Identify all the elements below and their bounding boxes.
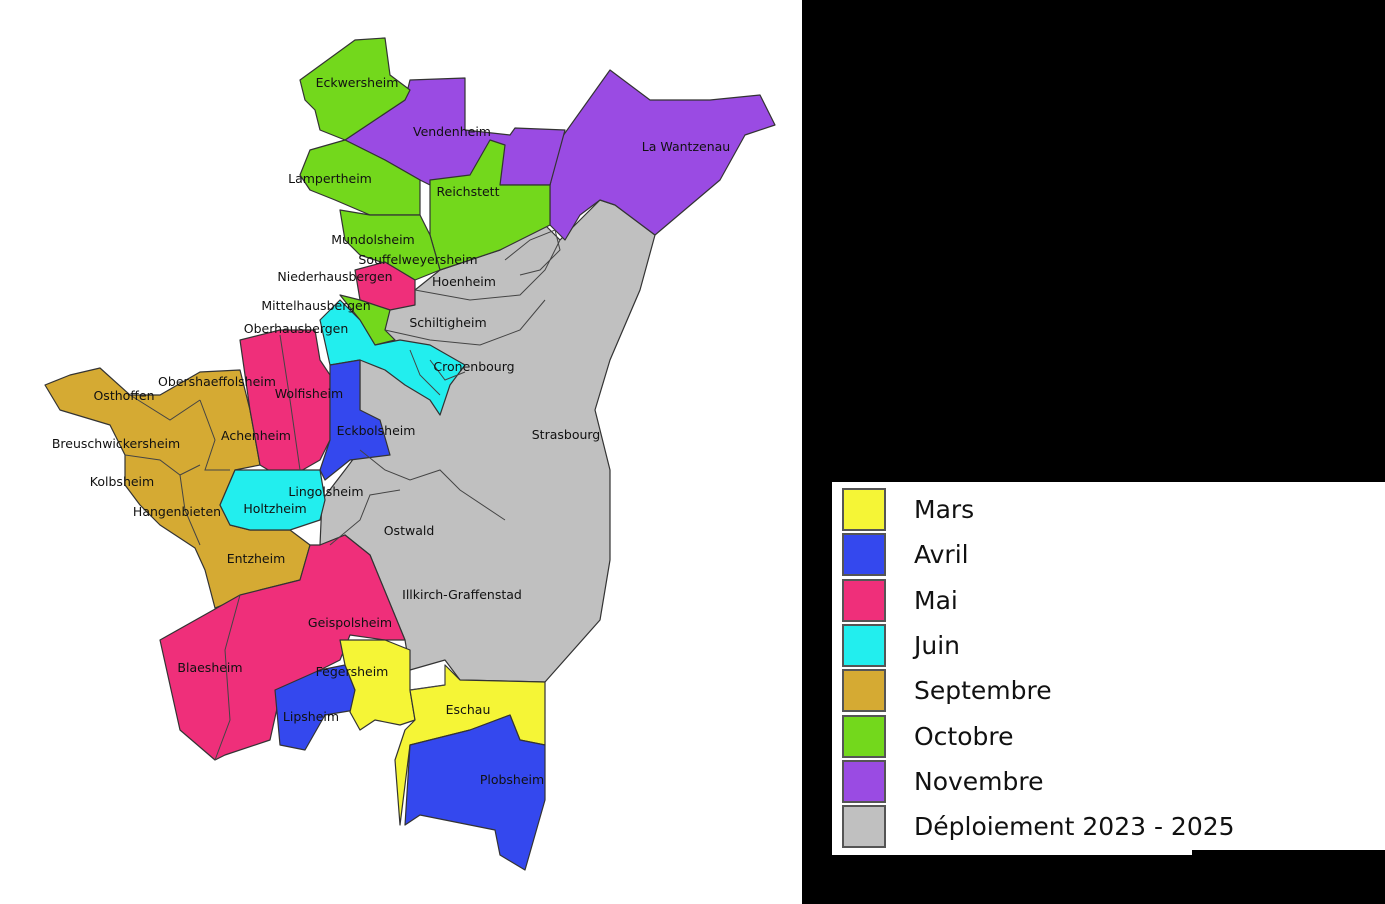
commune-label: Mundolsheim <box>331 232 414 247</box>
legend-label: Mai <box>914 585 958 615</box>
commune-label: Lipsheim <box>283 709 339 724</box>
commune-label: Kolbsheim <box>90 474 154 489</box>
legend-item: Avril <box>842 532 969 577</box>
legend-edge <box>832 850 1192 855</box>
commune-label: Niederhausbergen <box>277 269 392 284</box>
commune-label: Hangenbieten <box>133 504 221 519</box>
map: Eckwersheim Vendenheim La Wantzenau Lampert… <box>44 37 776 871</box>
commune-label: Mittelhausbergen <box>261 298 370 313</box>
legend-label: Juin <box>914 630 961 660</box>
commune-label: Blaesheim <box>177 660 242 675</box>
legend-item: Septembre <box>842 668 1052 713</box>
legend-label: Avril <box>914 540 969 570</box>
commune-label: Lampertheim <box>288 171 372 186</box>
commune-area <box>319 299 466 416</box>
commune-label: Geispolsheim <box>308 615 392 630</box>
commune-label: Hoenheim <box>432 274 496 289</box>
legend-swatch <box>842 759 886 803</box>
commune-label: Strasbourg <box>532 427 601 442</box>
commune-label: Reichstett <box>437 184 500 199</box>
commune-area <box>344 77 566 191</box>
legend-item: Juin <box>842 623 960 668</box>
legend-label: Mars <box>914 495 975 524</box>
commune-label: Oberhausbergen <box>244 321 349 336</box>
legend-swatch <box>842 488 886 531</box>
commune-area <box>219 469 326 531</box>
commune-label: Illkirch-Graffenstad <box>402 587 522 602</box>
legend-swatch <box>842 623 886 667</box>
commune-label: La Wantzenau <box>642 139 730 154</box>
legend-label: Novembre <box>914 766 1044 796</box>
commune-label: Plobsheim <box>480 772 544 787</box>
commune-label: Obershaeffolsheim <box>158 374 276 389</box>
legend-label: Déploiement 2023 - 2025 <box>914 812 1235 842</box>
commune-area <box>159 534 406 761</box>
legend-item: Novembre <box>842 759 1044 804</box>
commune-label: Cronenbourg <box>433 359 514 374</box>
commune-label: Eschau <box>446 702 491 717</box>
commune-label: Vendenheim <box>413 124 491 139</box>
legend-item: Mai <box>842 578 958 623</box>
legend-label: Octobre <box>914 721 1014 751</box>
commune-label: Achenheim <box>221 428 291 443</box>
commune-area <box>404 714 546 871</box>
legend-swatch <box>842 669 886 713</box>
legend-label: Septembre <box>914 676 1052 706</box>
commune-label: Schiltigheim <box>409 315 486 330</box>
commune-label: Fegersheim <box>316 664 389 679</box>
commune-label: Entzheim <box>227 551 286 566</box>
commune-label: Ostwald <box>384 523 435 538</box>
commune-label: Lingolsheim <box>288 484 363 499</box>
commune-area <box>339 639 416 731</box>
legend-item: Déploiement 2023 - 2025 <box>842 804 1235 849</box>
commune-area <box>299 37 411 141</box>
commune-area <box>339 209 441 281</box>
commune-area <box>549 69 776 241</box>
legend-swatch <box>842 578 886 622</box>
commune-label: Osthoffen <box>93 388 154 403</box>
legend-item: Octobre <box>842 714 1014 759</box>
commune-boundaries <box>124 229 561 761</box>
commune-label: Eckwersheim <box>316 75 399 90</box>
legend-swatch <box>842 714 886 758</box>
legend-edge-cut <box>1192 850 1385 856</box>
map-area: Eckwersheim Vendenheim La Wantzenau Lampert… <box>0 0 802 904</box>
legend-swatch <box>842 805 886 849</box>
legend: Mars Avril Mai Juin Septembre Octobre Novembre… <box>832 482 1385 850</box>
commune-label: Wolfisheim <box>275 386 343 401</box>
commune-label: Holtzheim <box>243 501 306 516</box>
commune-label: Eckbolsheim <box>337 423 416 438</box>
commune-label: Souffelweyersheim <box>358 252 477 267</box>
legend-item: Mars <box>842 487 974 532</box>
legend-swatch <box>842 533 886 577</box>
commune-label: Breuschwickersheim <box>52 436 180 451</box>
